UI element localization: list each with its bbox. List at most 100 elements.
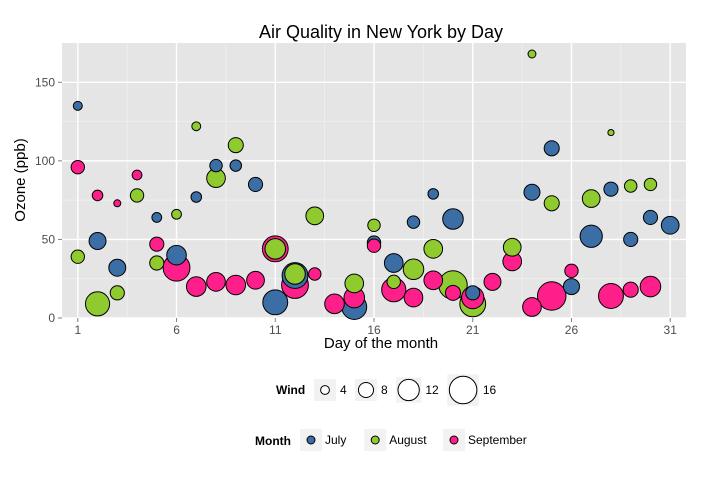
- data-point-july: [642, 209, 659, 226]
- y-tick-label: 0: [48, 311, 55, 325]
- size-legend-label: 16: [483, 383, 497, 397]
- data-point-august: [607, 128, 615, 137]
- data-point-august: [386, 274, 401, 290]
- data-point-july: [406, 215, 421, 229]
- data-point-july: [72, 100, 83, 111]
- data-point-september: [91, 189, 104, 202]
- data-point-september: [149, 236, 165, 252]
- data-point-july: [603, 181, 619, 197]
- x-axis-title: Day of the month: [324, 335, 438, 352]
- data-point-september: [483, 272, 502, 291]
- data-point-august: [367, 218, 381, 232]
- size-legend: Wind 4 8 12 16: [276, 374, 497, 406]
- color-legend-label: August: [389, 433, 427, 447]
- data-point-august: [149, 255, 165, 271]
- data-point-july: [383, 253, 404, 273]
- data-point-july: [229, 159, 243, 172]
- data-point-august: [191, 121, 202, 132]
- data-point-september: [598, 283, 624, 309]
- color-legend-label: July: [325, 433, 346, 447]
- x-tick-label: 6: [173, 323, 180, 337]
- color-legend-title: Month: [255, 434, 291, 448]
- data-point-september: [70, 159, 85, 175]
- size-legend-circle: [357, 381, 375, 399]
- data-point-september: [366, 238, 382, 253]
- data-point-september: [225, 274, 247, 296]
- data-point-august: [402, 258, 425, 281]
- data-point-august: [109, 285, 125, 301]
- data-point-september: [564, 263, 579, 279]
- data-point-july: [465, 285, 481, 301]
- data-point-august: [70, 249, 85, 264]
- size-legend-circle: [448, 375, 478, 405]
- data-point-august: [527, 49, 537, 59]
- data-point-july: [523, 183, 541, 201]
- data-point-july: [543, 140, 560, 157]
- data-point-august: [643, 177, 658, 192]
- data-point-july: [108, 258, 127, 277]
- y-tick-label: 150: [35, 75, 55, 89]
- data-point-july: [579, 224, 603, 248]
- data-point-july: [660, 215, 680, 235]
- x-tick-label: 21: [466, 323, 480, 337]
- data-point-july: [442, 208, 464, 230]
- data-point-july: [88, 232, 107, 250]
- data-point-july: [427, 188, 440, 200]
- data-point-september: [403, 287, 424, 308]
- x-tick-label: 31: [664, 323, 678, 337]
- data-point-august: [227, 137, 244, 154]
- size-legend-label: 4: [340, 383, 347, 397]
- data-point-july: [247, 176, 264, 193]
- data-point-september: [622, 281, 639, 298]
- color-legend-swatch-august: [370, 435, 380, 445]
- color-legend-label: September: [468, 433, 527, 447]
- y-axis-title: Ozone (ppb): [12, 138, 29, 221]
- size-legend-title: Wind: [276, 383, 305, 397]
- size-legend-label: 8: [381, 383, 388, 397]
- data-point-july: [562, 278, 580, 296]
- size-legend-label: 12: [425, 383, 439, 397]
- x-tick-label: 26: [565, 323, 579, 337]
- data-point-august: [623, 179, 638, 193]
- size-legend-circle: [397, 378, 420, 402]
- data-point-september: [131, 169, 143, 181]
- data-point-august: [84, 291, 111, 317]
- data-point-july: [623, 231, 639, 248]
- data-point-july: [209, 158, 223, 173]
- color-legend: Month July August September: [255, 429, 527, 451]
- data-point-september: [639, 275, 662, 298]
- data-point-september: [423, 270, 444, 291]
- x-tick-label: 11: [269, 323, 282, 337]
- x-tick-label: 1: [74, 323, 81, 337]
- y-tick-label: 50: [42, 232, 56, 246]
- data-point-july: [190, 191, 203, 203]
- data-point-september: [536, 281, 567, 311]
- size-legend-circle: [320, 385, 330, 395]
- data-point-august: [502, 237, 522, 257]
- y-tick-label: 100: [35, 154, 55, 168]
- data-point-august: [344, 273, 365, 294]
- data-point-september: [522, 297, 542, 317]
- data-point-september: [246, 270, 265, 290]
- data-point-september: [444, 284, 462, 301]
- y-axis: 0 50 100 150: [35, 75, 62, 325]
- data-point-september: [324, 293, 345, 315]
- data-point-july: [151, 212, 163, 223]
- data-point-september: [206, 272, 226, 292]
- data-point-august: [129, 188, 145, 203]
- color-legend-swatch-july: [306, 435, 316, 445]
- data-point-august: [305, 206, 325, 226]
- data-points: [70, 49, 680, 320]
- chart-title: Air Quality in New York by Day: [259, 22, 503, 42]
- x-axis: 1 6 11 16 21 26 31: [74, 318, 677, 337]
- data-point-august: [423, 239, 444, 259]
- data-point-august: [171, 208, 182, 220]
- data-point-august: [264, 238, 287, 260]
- data-point-september: [113, 199, 122, 208]
- data-point-july: [262, 289, 289, 316]
- data-point-august: [581, 189, 601, 208]
- data-point-august: [543, 195, 560, 212]
- data-point-august: [284, 263, 306, 285]
- data-point-july: [166, 244, 187, 266]
